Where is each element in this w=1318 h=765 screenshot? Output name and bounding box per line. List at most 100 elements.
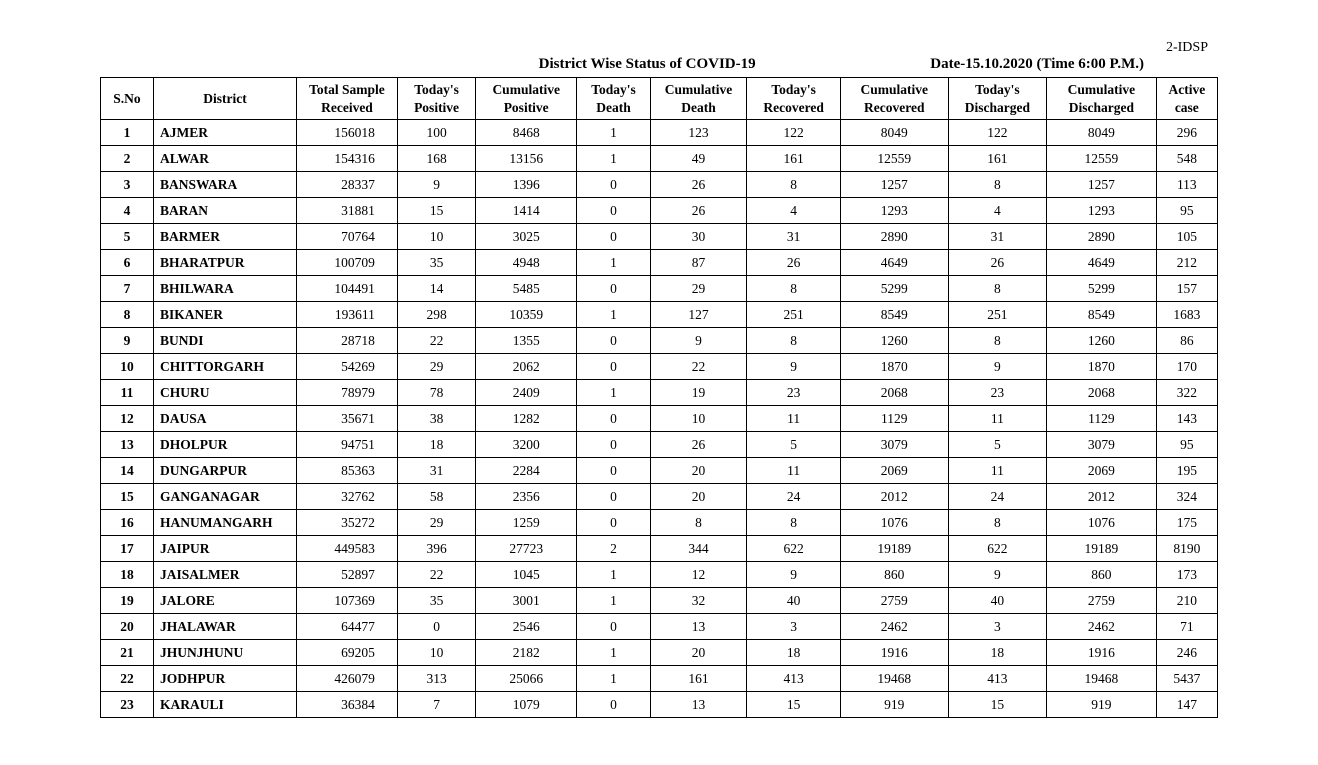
col-header-today-recovered: Today's Recovered xyxy=(747,78,841,120)
cell-cum-recovered: 1076 xyxy=(841,510,949,536)
cell-active: 5437 xyxy=(1156,666,1217,692)
cell-cum-recovered: 8049 xyxy=(841,120,949,146)
cell-cum-positive: 2182 xyxy=(476,640,577,666)
cell-sno: 10 xyxy=(101,354,154,380)
cell-cum-death: 20 xyxy=(650,640,747,666)
col-header-district: District xyxy=(154,78,297,120)
cell-cum-death: 13 xyxy=(650,614,747,640)
cell-today-recovered: 40 xyxy=(747,588,841,614)
cell-today-death: 0 xyxy=(577,458,651,484)
cell-cum-recovered: 3079 xyxy=(841,432,949,458)
cell-cum-recovered: 2069 xyxy=(841,458,949,484)
cell-cum-recovered: 860 xyxy=(841,562,949,588)
cell-cum-discharged: 2890 xyxy=(1047,224,1157,250)
cell-district: HANUMANGARH xyxy=(154,510,297,536)
cell-district: JHUNJHUNU xyxy=(154,640,297,666)
cell-today-recovered: 5 xyxy=(747,432,841,458)
cell-cum-recovered: 4649 xyxy=(841,250,949,276)
cell-today-recovered: 26 xyxy=(747,250,841,276)
col-header-today-positive: Today's Positive xyxy=(397,78,475,120)
cell-sno: 7 xyxy=(101,276,154,302)
cell-today-death: 1 xyxy=(577,146,651,172)
table-row: 19JALORE107369353001132402759402759210 xyxy=(101,588,1218,614)
cell-total-sample: 426079 xyxy=(297,666,398,692)
col-header-active: Active case xyxy=(1156,78,1217,120)
col-header-total-sample: Total Sample Received xyxy=(297,78,398,120)
cell-today-recovered: 23 xyxy=(747,380,841,406)
cell-today-positive: 10 xyxy=(397,640,475,666)
cell-sno: 4 xyxy=(101,198,154,224)
cell-today-positive: 22 xyxy=(397,328,475,354)
cell-active: 71 xyxy=(1156,614,1217,640)
cell-today-recovered: 11 xyxy=(747,458,841,484)
cell-cum-discharged: 2759 xyxy=(1047,588,1157,614)
cell-sno: 13 xyxy=(101,432,154,458)
cell-today-positive: 29 xyxy=(397,354,475,380)
cell-active: 212 xyxy=(1156,250,1217,276)
cell-cum-positive: 13156 xyxy=(476,146,577,172)
cell-today-discharged: 8 xyxy=(948,510,1047,536)
cell-today-recovered: 8 xyxy=(747,172,841,198)
cell-district: JALORE xyxy=(154,588,297,614)
cell-cum-recovered: 1293 xyxy=(841,198,949,224)
cell-today-death: 0 xyxy=(577,614,651,640)
cell-today-discharged: 3 xyxy=(948,614,1047,640)
table-row: 7BHILWARA1044911454850298529985299157 xyxy=(101,276,1218,302)
cell-active: 113 xyxy=(1156,172,1217,198)
cell-cum-positive: 1079 xyxy=(476,692,577,718)
col-header-sno: S.No xyxy=(101,78,154,120)
cell-today-death: 0 xyxy=(577,328,651,354)
cell-total-sample: 156018 xyxy=(297,120,398,146)
cell-district: CHITTORGARH xyxy=(154,354,297,380)
cell-cum-discharged: 19189 xyxy=(1047,536,1157,562)
cell-total-sample: 94751 xyxy=(297,432,398,458)
cell-today-death: 2 xyxy=(577,536,651,562)
cell-today-discharged: 4 xyxy=(948,198,1047,224)
cell-cum-death: 30 xyxy=(650,224,747,250)
cell-district: JODHPUR xyxy=(154,666,297,692)
cell-sno: 11 xyxy=(101,380,154,406)
cell-cum-recovered: 2012 xyxy=(841,484,949,510)
cell-total-sample: 104491 xyxy=(297,276,398,302)
cell-active: 324 xyxy=(1156,484,1217,510)
cell-sno: 16 xyxy=(101,510,154,536)
cell-today-discharged: 251 xyxy=(948,302,1047,328)
cell-sno: 22 xyxy=(101,666,154,692)
cell-today-death: 0 xyxy=(577,406,651,432)
col-header-cum-discharged: Cumulative Discharged xyxy=(1047,78,1157,120)
cell-today-discharged: 622 xyxy=(948,536,1047,562)
cell-cum-death: 9 xyxy=(650,328,747,354)
cell-district: JHALAWAR xyxy=(154,614,297,640)
cell-cum-recovered: 1129 xyxy=(841,406,949,432)
cell-today-positive: 38 xyxy=(397,406,475,432)
table-row: 18JAISALMER5289722104511298609860173 xyxy=(101,562,1218,588)
cell-sno: 19 xyxy=(101,588,154,614)
cell-cum-discharged: 2068 xyxy=(1047,380,1157,406)
cell-cum-death: 19 xyxy=(650,380,747,406)
cell-today-discharged: 18 xyxy=(948,640,1047,666)
cell-cum-death: 26 xyxy=(650,172,747,198)
cell-today-discharged: 9 xyxy=(948,562,1047,588)
cell-today-positive: 298 xyxy=(397,302,475,328)
cell-cum-discharged: 12559 xyxy=(1047,146,1157,172)
cell-today-death: 1 xyxy=(577,120,651,146)
cell-cum-death: 12 xyxy=(650,562,747,588)
table-row: 13DHOLPUR94751183200026530795307995 xyxy=(101,432,1218,458)
cell-today-discharged: 413 xyxy=(948,666,1047,692)
table-row: 4BARAN31881151414026412934129395 xyxy=(101,198,1218,224)
cell-cum-discharged: 2012 xyxy=(1047,484,1157,510)
cell-total-sample: 35671 xyxy=(297,406,398,432)
cell-today-recovered: 122 xyxy=(747,120,841,146)
cell-cum-positive: 2062 xyxy=(476,354,577,380)
cell-today-positive: 31 xyxy=(397,458,475,484)
cell-today-positive: 313 xyxy=(397,666,475,692)
cell-total-sample: 69205 xyxy=(297,640,398,666)
cell-sno: 17 xyxy=(101,536,154,562)
cell-today-death: 1 xyxy=(577,380,651,406)
cell-total-sample: 28718 xyxy=(297,328,398,354)
cell-district: GANGANAGAR xyxy=(154,484,297,510)
cell-today-recovered: 18 xyxy=(747,640,841,666)
cell-today-discharged: 15 xyxy=(948,692,1047,718)
cell-total-sample: 78979 xyxy=(297,380,398,406)
cell-today-positive: 14 xyxy=(397,276,475,302)
